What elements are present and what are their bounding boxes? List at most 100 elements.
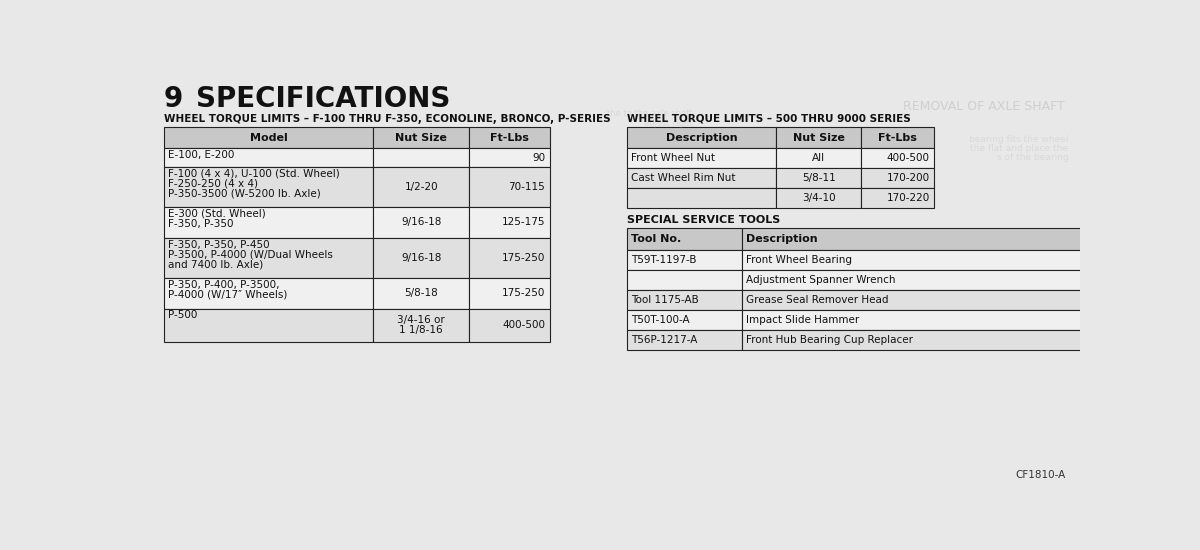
- Text: P-350, P-400, P-3500,: P-350, P-400, P-3500,: [168, 280, 280, 290]
- Bar: [164, 127, 373, 148]
- Bar: [628, 148, 776, 168]
- Bar: [776, 189, 862, 208]
- Bar: [628, 290, 742, 310]
- Bar: [469, 238, 550, 278]
- Text: 400-500: 400-500: [503, 321, 545, 331]
- Text: Ft-Lbs: Ft-Lbs: [490, 133, 529, 142]
- Text: E-300 (Std. Wheel): E-300 (Std. Wheel): [168, 209, 265, 219]
- Text: P-4000 (W/17″ Wheels): P-4000 (W/17″ Wheels): [168, 290, 287, 300]
- Text: 9/16-18: 9/16-18: [401, 253, 442, 263]
- Text: Front Wheel Bearing: Front Wheel Bearing: [746, 255, 852, 265]
- Bar: [628, 127, 776, 148]
- Text: 90: 90: [532, 153, 545, 163]
- Text: Model: Model: [250, 133, 288, 142]
- Text: 9/16-18: 9/16-18: [401, 217, 442, 227]
- Bar: [164, 207, 373, 238]
- Text: Adjustment Spanner Wrench: Adjustment Spanner Wrench: [746, 275, 895, 285]
- Bar: [776, 127, 862, 148]
- Text: 3/4-10: 3/4-10: [802, 194, 835, 204]
- Text: 9: 9: [164, 85, 184, 113]
- Bar: [862, 189, 935, 208]
- Bar: [628, 168, 776, 189]
- Text: Impact Slide Hammer: Impact Slide Hammer: [746, 315, 859, 325]
- Text: T59T-1197-B: T59T-1197-B: [631, 255, 697, 265]
- Bar: [373, 148, 469, 167]
- Text: Description: Description: [666, 133, 738, 142]
- Bar: [373, 278, 469, 309]
- Bar: [628, 228, 742, 250]
- Text: Front Hub Bearing Cup Replacer: Front Hub Bearing Cup Replacer: [746, 335, 913, 345]
- Bar: [164, 238, 373, 278]
- Bar: [742, 228, 1084, 250]
- Text: SPECIFICATIONS: SPECIFICATIONS: [197, 85, 451, 113]
- Bar: [862, 168, 935, 189]
- Text: 175-250: 175-250: [502, 253, 545, 263]
- Bar: [776, 168, 862, 189]
- Bar: [373, 127, 469, 148]
- Text: 70-115: 70-115: [509, 182, 545, 192]
- Text: 170-220: 170-220: [887, 194, 930, 204]
- Text: bearing fits the wheel: bearing fits the wheel: [968, 135, 1068, 144]
- Bar: [742, 250, 1084, 270]
- Text: 5/8-11: 5/8-11: [802, 173, 835, 183]
- Text: E-100, E-200: E-100, E-200: [168, 150, 234, 160]
- Bar: [862, 148, 935, 168]
- Bar: [742, 270, 1084, 290]
- Text: All: All: [812, 153, 826, 163]
- Bar: [628, 310, 742, 330]
- Text: Ft-Lbs: Ft-Lbs: [878, 133, 917, 142]
- Text: Description: Description: [746, 234, 817, 244]
- Text: Front Wheel Nut: Front Wheel Nut: [631, 153, 715, 163]
- Text: the flat and place the: the flat and place the: [971, 144, 1068, 153]
- Text: WHEEL TORQUE LIMITS – F-100 THRU F-350, ECONOLINE, BRONCO, P-SERIES: WHEEL TORQUE LIMITS – F-100 THRU F-350, …: [164, 114, 611, 124]
- Bar: [469, 127, 550, 148]
- Text: T56P-1217-A: T56P-1217-A: [631, 335, 697, 345]
- Text: 400-500: 400-500: [887, 153, 930, 163]
- Text: Nut Size: Nut Size: [793, 133, 845, 142]
- Bar: [164, 309, 373, 343]
- Text: Cast Wheel Rim Nut: Cast Wheel Rim Nut: [631, 173, 736, 183]
- Bar: [469, 207, 550, 238]
- Text: s of the bearing: s of the bearing: [997, 153, 1068, 162]
- Bar: [742, 330, 1084, 350]
- Text: F-350, P-350: F-350, P-350: [168, 219, 233, 229]
- Text: 125-175: 125-175: [502, 217, 545, 227]
- Text: 3/4-16 or: 3/4-16 or: [397, 316, 445, 326]
- Text: WHEEL TORQUE LIMITS – 500 THRU 9000 SERIES: WHEEL TORQUE LIMITS – 500 THRU 9000 SERI…: [628, 114, 911, 124]
- Bar: [742, 290, 1084, 310]
- Text: F-250-250 (4 x 4): F-250-250 (4 x 4): [168, 179, 258, 189]
- Text: P-350-3500 (W-5200 lb. Axle): P-350-3500 (W-5200 lb. Axle): [168, 189, 320, 199]
- Text: the to the axle shaft: the to the axle shaft: [607, 109, 692, 118]
- Bar: [628, 250, 742, 270]
- Text: 1 1/8-16: 1 1/8-16: [400, 326, 443, 336]
- Bar: [776, 148, 862, 168]
- Bar: [164, 167, 373, 207]
- Bar: [628, 270, 742, 290]
- Text: REMOVAL OF AXLE SHAFT: REMOVAL OF AXLE SHAFT: [902, 100, 1064, 113]
- Bar: [628, 189, 776, 208]
- Bar: [373, 238, 469, 278]
- Text: and 7400 lb. Axle): and 7400 lb. Axle): [168, 260, 263, 270]
- Bar: [742, 310, 1084, 330]
- Text: 1/2-20: 1/2-20: [404, 182, 438, 192]
- Text: 5/8-18: 5/8-18: [404, 288, 438, 298]
- Text: 175-250: 175-250: [502, 288, 545, 298]
- Bar: [164, 148, 373, 167]
- Bar: [628, 330, 742, 350]
- Text: Tool 1175-AB: Tool 1175-AB: [631, 295, 700, 305]
- Text: F-350, P-350, P-450: F-350, P-350, P-450: [168, 240, 270, 250]
- Text: T50T-100-A: T50T-100-A: [631, 315, 690, 325]
- Bar: [862, 127, 935, 148]
- Text: F-100 (4 x 4), U-100 (Std. Wheel): F-100 (4 x 4), U-100 (Std. Wheel): [168, 169, 340, 179]
- Text: CF1810-A: CF1810-A: [1016, 470, 1066, 480]
- Text: 170-200: 170-200: [887, 173, 930, 183]
- Bar: [469, 278, 550, 309]
- Bar: [164, 278, 373, 309]
- Text: SPECIAL SERVICE TOOLS: SPECIAL SERVICE TOOLS: [628, 216, 781, 225]
- Bar: [373, 207, 469, 238]
- Text: P-3500, P-4000 (W/Dual Wheels: P-3500, P-4000 (W/Dual Wheels: [168, 250, 332, 260]
- Text: P-500: P-500: [168, 311, 197, 321]
- Bar: [469, 148, 550, 167]
- Bar: [469, 309, 550, 343]
- Text: Grease Seal Remover Head: Grease Seal Remover Head: [746, 295, 888, 305]
